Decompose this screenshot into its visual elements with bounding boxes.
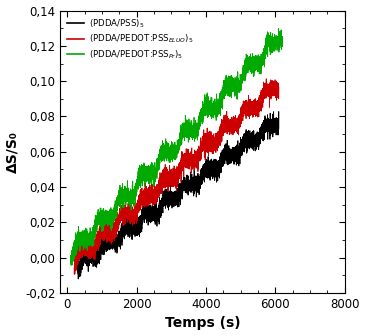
Y-axis label: ΔS/S₀: ΔS/S₀ [5,131,20,173]
X-axis label: Temps (s): Temps (s) [165,317,240,330]
Legend: (PDDA/PSS)$_5$, (PDDA/PEDOT:PSS$_{ELUO}$)$_5$, (PDDA/PEDOT:PSS$_{Pr}$)$_5$: (PDDA/PSS)$_5$, (PDDA/PEDOT:PSS$_{ELUO}$… [65,15,196,64]
